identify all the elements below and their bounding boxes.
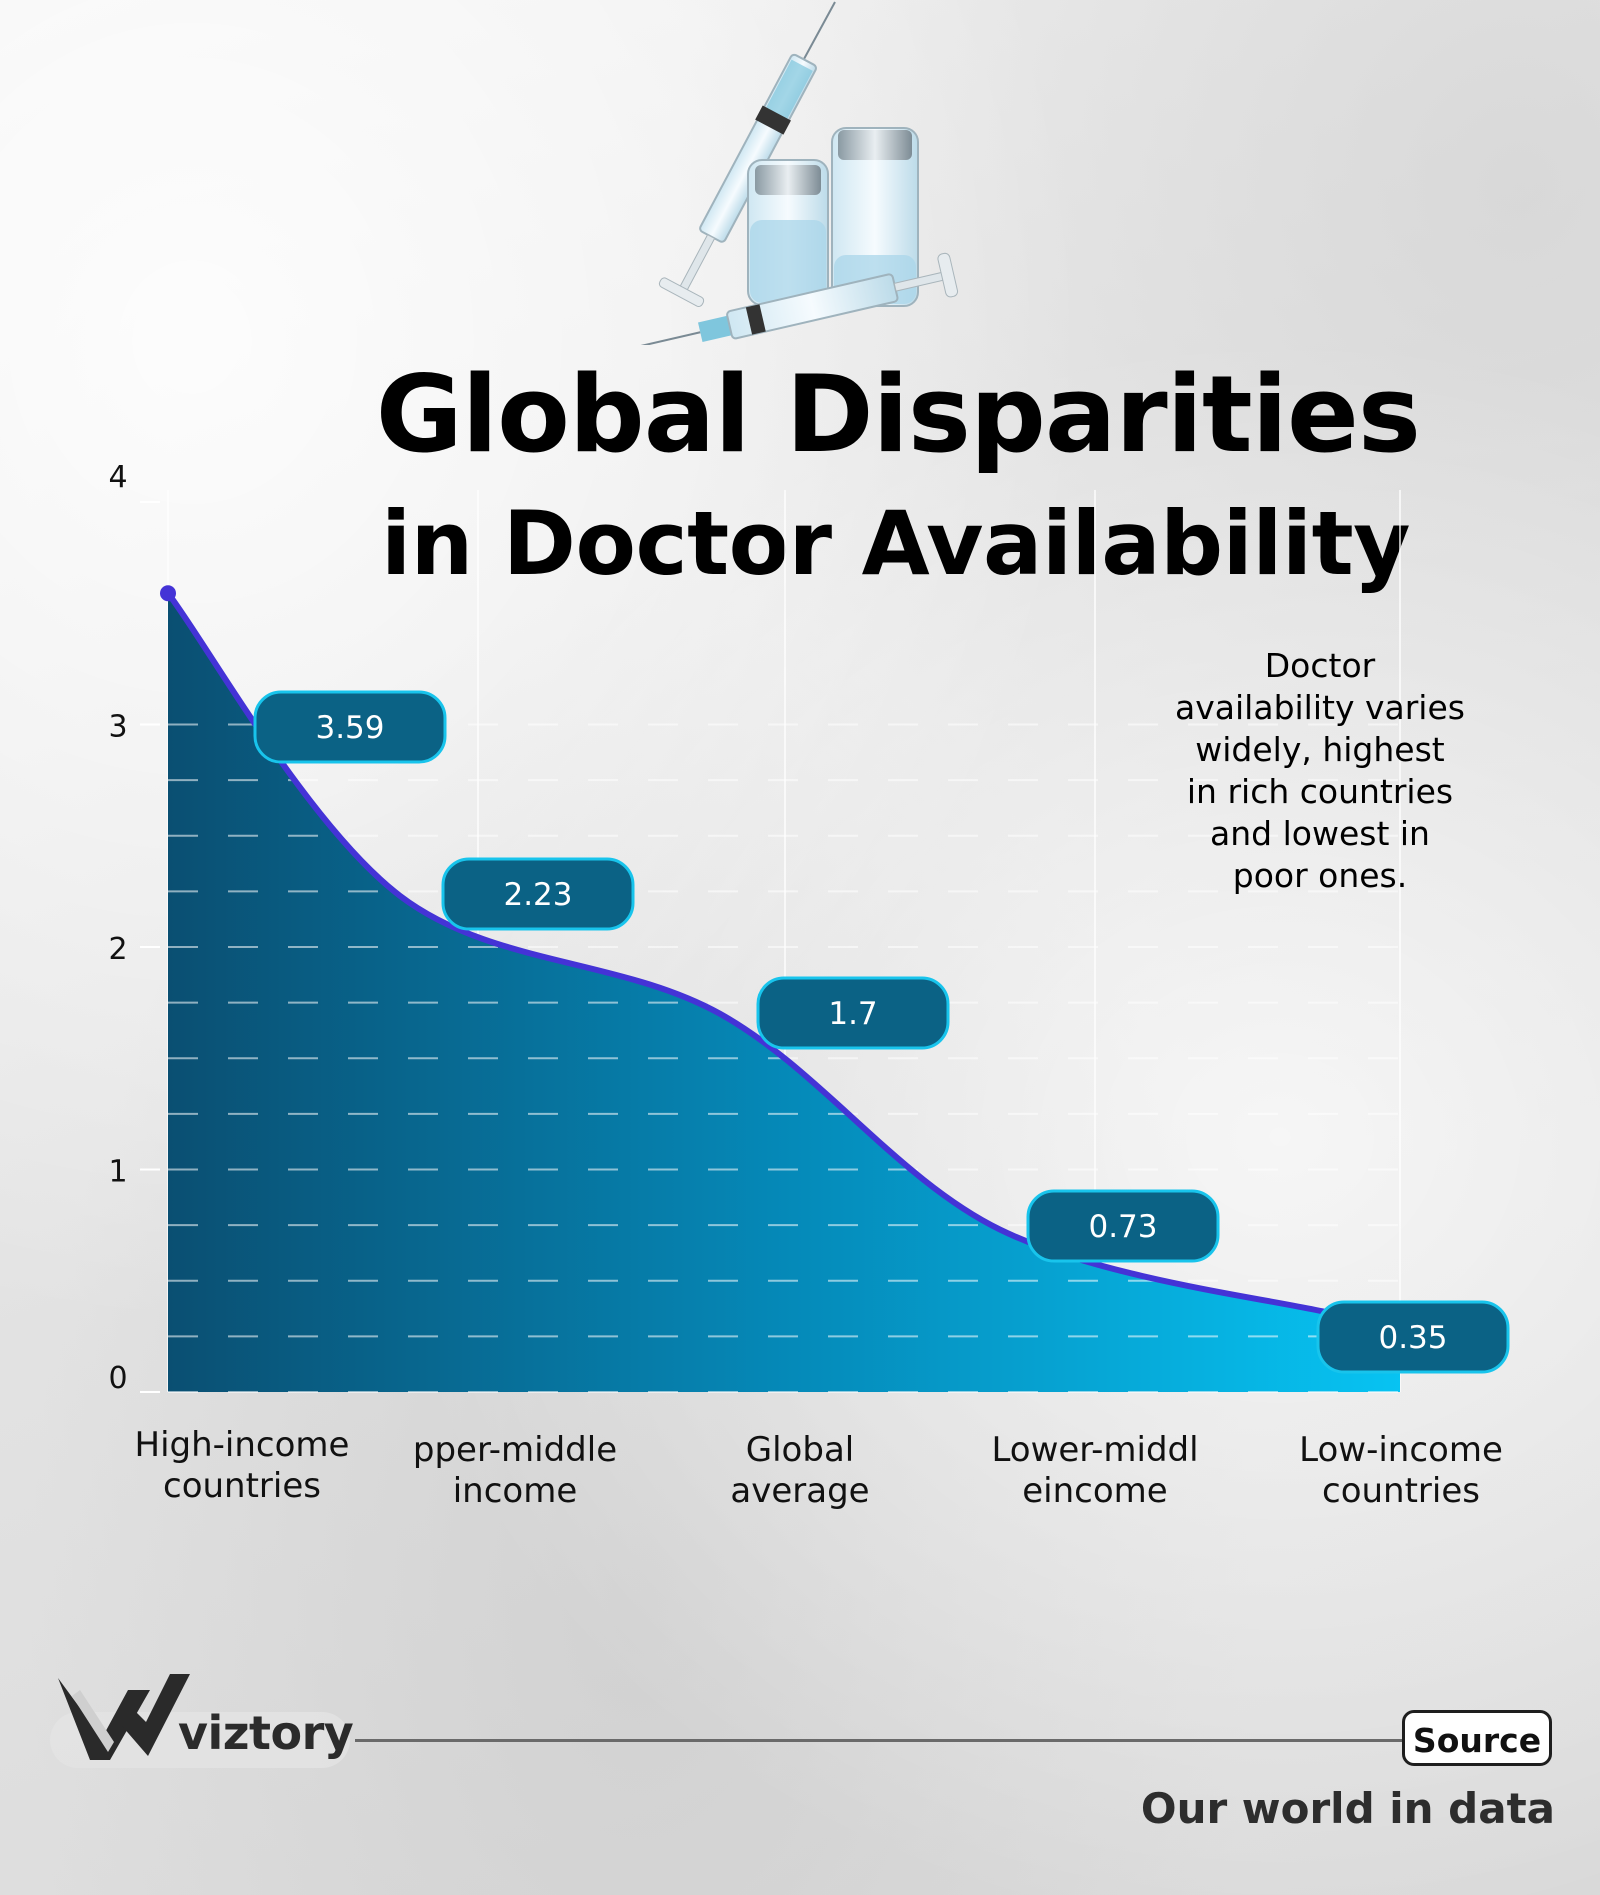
data-label: 2.23 <box>441 857 635 931</box>
y-tick-label: 0 <box>108 1361 127 1396</box>
data-label-pill <box>441 857 635 931</box>
y-tick-label: 4 <box>108 460 127 495</box>
source-text: Our world in data <box>1140 1784 1555 1833</box>
y-tick-label: 1 <box>108 1155 127 1190</box>
x-tick-label: Low-income countries <box>1299 1430 1503 1512</box>
chart-title-line1: Global Disparities <box>375 353 1421 476</box>
data-label-pill <box>253 690 447 764</box>
area-fill <box>168 593 1400 1392</box>
data-label: 0.35 <box>1316 1300 1510 1374</box>
chart-title-line2: in Doctor Availability <box>380 492 1411 595</box>
data-label-pill <box>756 976 950 1050</box>
area-chart: 0 1 2 3 4 3.59 2.23 1.7 0.73 0.35 <box>108 460 1510 1396</box>
data-label-text: 1.7 <box>828 996 877 1032</box>
y-tick-label: 2 <box>108 932 127 967</box>
data-label: 1.7 <box>756 976 950 1050</box>
x-tick-label: Global average <box>730 1430 870 1512</box>
data-label-pill <box>1026 1189 1220 1263</box>
footer-divider <box>355 1739 1405 1742</box>
y-tick-label: 3 <box>108 710 127 745</box>
data-label-text: 3.59 <box>315 710 384 746</box>
data-label-text: 0.35 <box>1378 1320 1447 1356</box>
series-line <box>165 591 1336 1318</box>
brand-name: viztory <box>178 1706 354 1760</box>
data-label-text: 2.23 <box>503 877 572 913</box>
source-button[interactable]: Source <box>1402 1710 1552 1766</box>
syringe-vials-illustration <box>612 1 959 345</box>
data-label-text: 0.73 <box>1088 1209 1157 1245</box>
x-tick-label: High-income countries <box>134 1425 350 1507</box>
x-tick-label: Lower-middl eincome <box>991 1430 1199 1512</box>
data-label-pill <box>1316 1300 1510 1374</box>
data-label: 3.59 <box>253 690 447 764</box>
series-start-point <box>160 585 176 602</box>
annotation-text: Doctor availability varies widely, highe… <box>1175 646 1465 895</box>
x-tick-label: pper-middle income <box>412 1430 618 1512</box>
viztory-logo-icon <box>50 1674 350 1768</box>
data-label: 0.73 <box>1026 1189 1220 1263</box>
